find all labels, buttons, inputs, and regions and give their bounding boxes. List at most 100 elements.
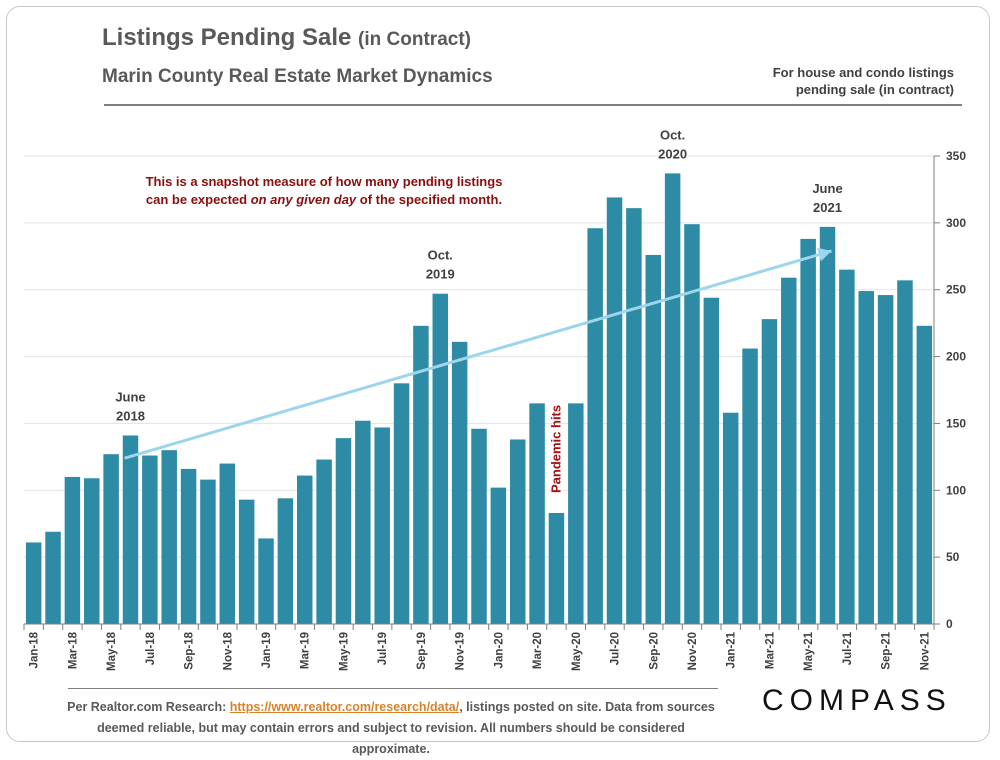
x-tick-label: Mar-18 bbox=[67, 631, 79, 669]
x-tick-label: Jul-18 bbox=[145, 631, 157, 665]
y-tick-label: 100 bbox=[946, 483, 966, 497]
annotation-line-1: June bbox=[115, 389, 145, 404]
source-line-2: deemed reliable, but may contain errors … bbox=[97, 721, 685, 756]
bar-aug-21 bbox=[858, 291, 874, 624]
x-tick-label: May-19 bbox=[338, 632, 350, 671]
x-tick-label: Nov-19 bbox=[455, 632, 467, 670]
bar-jan-21 bbox=[722, 412, 739, 624]
pandemic-label: Pandemic hits bbox=[548, 405, 563, 493]
bar-jul-21 bbox=[839, 269, 855, 624]
source-prefix: Per Realtor.com Research: bbox=[67, 700, 227, 714]
bar-oct-19 bbox=[432, 293, 449, 624]
x-tick-label: Sep-21 bbox=[881, 631, 893, 669]
bar-oct-21 bbox=[897, 280, 913, 624]
bar-mar-21 bbox=[761, 319, 778, 624]
bar-sep-19 bbox=[413, 325, 429, 624]
annotation-line-2: 2021 bbox=[813, 200, 842, 215]
bar-may-20 bbox=[568, 403, 584, 624]
bar-mar-20 bbox=[529, 403, 545, 624]
x-tick-label: Mar-19 bbox=[300, 632, 312, 669]
callout-line-2: can be expected on any given day of the … bbox=[146, 192, 502, 207]
callout-line-2-after: of the specified month. bbox=[356, 192, 502, 207]
callout-line-1: This is a snapshot measure of how many p… bbox=[146, 174, 503, 189]
annotation-line-1: Oct. bbox=[428, 248, 453, 263]
bar-feb-18 bbox=[45, 531, 61, 624]
bar-may-19 bbox=[335, 438, 352, 624]
x-tick-label: Mar-20 bbox=[532, 632, 544, 669]
bar-apr-18 bbox=[84, 478, 100, 624]
note-line-1: For house and condo listings bbox=[772, 65, 954, 80]
x-tick-label: Jan-21 bbox=[726, 631, 738, 668]
y-tick-label: 250 bbox=[946, 283, 966, 297]
title-divider bbox=[104, 104, 962, 106]
x-tick-label: May-18 bbox=[106, 631, 118, 671]
x-tick-label: May-20 bbox=[571, 632, 583, 671]
bar-sep-18 bbox=[180, 468, 197, 624]
y-tick-label: 150 bbox=[946, 416, 966, 430]
bar-aug-18 bbox=[161, 450, 177, 624]
chart-note: For house and condo listings pending sal… bbox=[754, 64, 954, 98]
chart-subtitle: Marin County Real Estate Market Dynamics bbox=[102, 66, 493, 87]
chart-frame bbox=[6, 6, 990, 742]
x-tick-label: Sep-20 bbox=[648, 632, 660, 670]
x-tick-label: May-21 bbox=[803, 631, 815, 671]
chart-title: Listings Pending Sale (in Contract) bbox=[102, 24, 471, 52]
bar-jan-20 bbox=[490, 487, 507, 624]
bar-feb-19 bbox=[277, 498, 294, 624]
bar-jun-18 bbox=[122, 435, 139, 624]
bar-nov-21 bbox=[916, 325, 933, 624]
bar-nov-18 bbox=[219, 463, 236, 624]
bar-jun-21 bbox=[819, 226, 836, 624]
x-tick-label: Sep-19 bbox=[416, 632, 428, 670]
bar-jan-18 bbox=[25, 542, 42, 624]
trend-arrow-head bbox=[817, 247, 832, 262]
y-tick-label: 50 bbox=[946, 550, 960, 564]
bar-feb-21 bbox=[742, 348, 758, 624]
x-tick-label: Jul-19 bbox=[377, 632, 389, 665]
callout-line-2-before: can be expected bbox=[146, 192, 251, 207]
bar-sep-20 bbox=[645, 254, 661, 624]
callout-emphasis: on any given day bbox=[251, 192, 357, 207]
bar-apr-20 bbox=[548, 513, 565, 624]
annotation-line-2: 2019 bbox=[426, 267, 455, 282]
bar-oct-20 bbox=[664, 173, 681, 624]
x-tick-label: Jan-19 bbox=[261, 632, 273, 668]
y-tick-label: 0 bbox=[946, 617, 953, 631]
title-main: Listings Pending Sale bbox=[102, 24, 352, 51]
bar-jul-19 bbox=[374, 427, 390, 624]
x-tick-label: Nov-20 bbox=[687, 632, 699, 670]
bar-mar-18 bbox=[64, 476, 81, 624]
y-tick-label: 300 bbox=[946, 216, 966, 230]
note-line-2: pending sale (in contract) bbox=[795, 82, 954, 97]
y-tick-label: 350 bbox=[946, 149, 966, 163]
x-tick-label: Jul-20 bbox=[610, 632, 622, 665]
bar-sep-21 bbox=[877, 295, 894, 624]
bar-dec-19 bbox=[471, 428, 487, 624]
bar-jul-18 bbox=[142, 455, 158, 624]
bar-jun-19 bbox=[355, 420, 371, 624]
annotation-line-2: 2020 bbox=[658, 146, 687, 161]
bar-apr-19 bbox=[316, 459, 332, 624]
bar-nov-19 bbox=[451, 341, 468, 624]
footer-divider bbox=[68, 688, 718, 689]
source-link[interactable]: https://www.realtor.com/research/data/ bbox=[229, 700, 460, 714]
bar-dec-20 bbox=[703, 297, 720, 624]
x-tick-label: Jan-20 bbox=[493, 632, 505, 668]
annotation-line-2: 2018 bbox=[116, 408, 145, 423]
x-tick-label: Sep-18 bbox=[184, 631, 196, 669]
bar-nov-20 bbox=[684, 224, 700, 625]
bar-aug-20 bbox=[626, 208, 642, 625]
compass-logo: COMPASS bbox=[762, 684, 952, 717]
x-tick-label: Jan-18 bbox=[29, 631, 41, 668]
bar-may-21 bbox=[800, 238, 816, 624]
x-tick-label: Nov-21 bbox=[919, 631, 931, 670]
bar-aug-19 bbox=[393, 383, 410, 624]
bar-feb-20 bbox=[509, 439, 526, 624]
bar-dec-18 bbox=[238, 499, 255, 624]
x-tick-label: Nov-18 bbox=[222, 631, 234, 670]
x-tick-label: Mar-21 bbox=[764, 631, 776, 669]
bar-jul-20 bbox=[606, 197, 623, 625]
annotation-line-1: Oct. bbox=[660, 127, 685, 142]
bar-jan-19 bbox=[258, 538, 274, 624]
